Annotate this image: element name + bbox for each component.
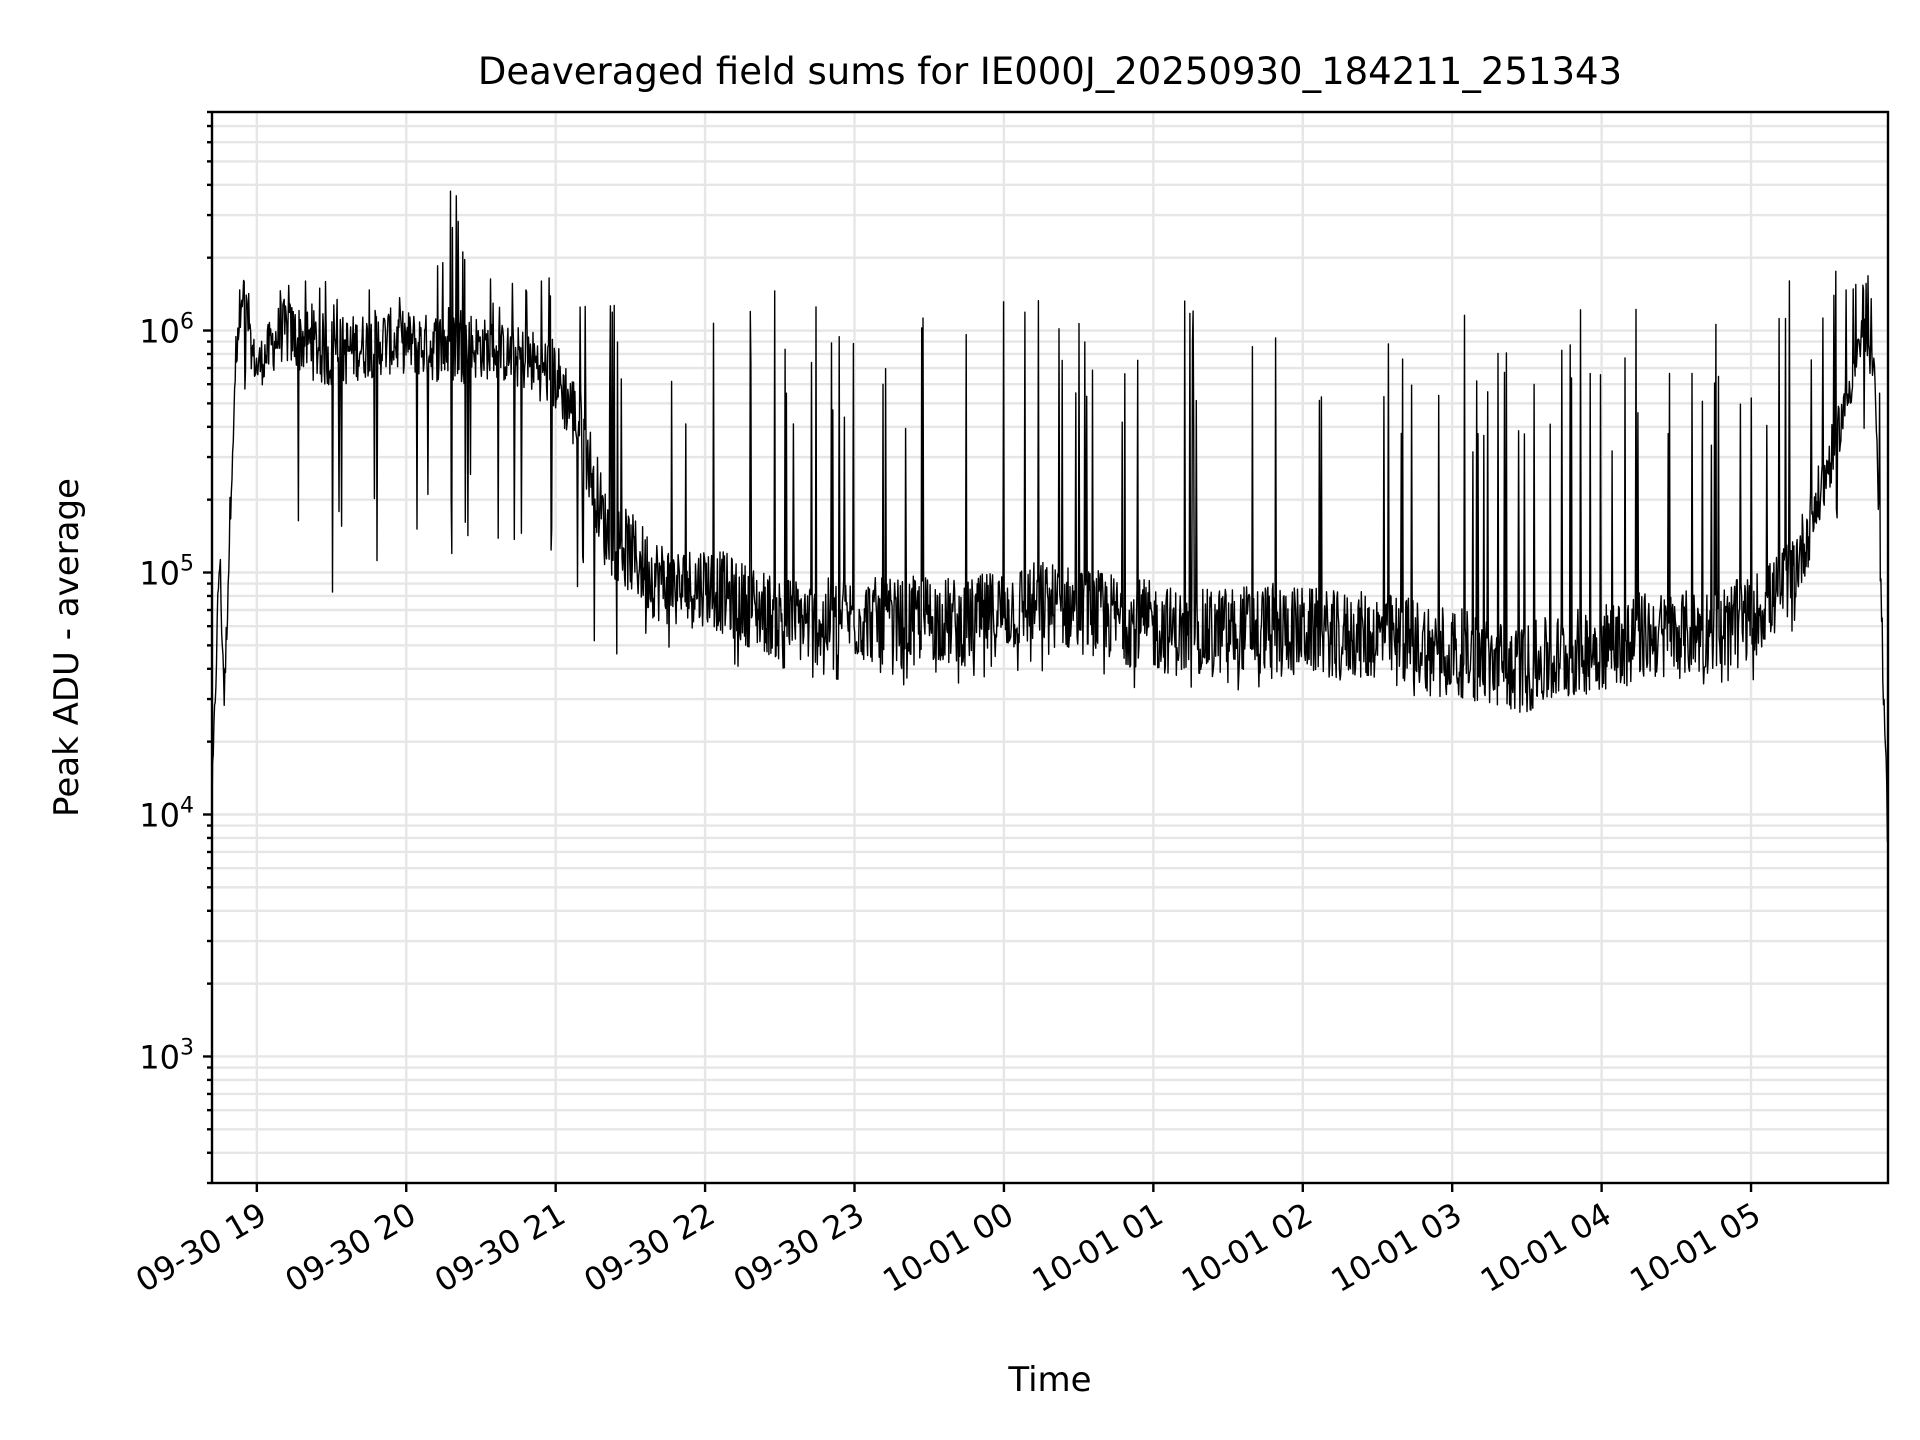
chart-title: Deaveraged field sums for IE000J_2025093… <box>478 50 1622 93</box>
y-tick-label: 103 <box>139 1035 194 1076</box>
series-line <box>211 190 1889 843</box>
x-axis-label: Time <box>1007 1360 1091 1400</box>
data-series <box>211 190 1889 843</box>
y-axis-label: Peak ADU - average <box>47 478 87 817</box>
y-tick-label: 104 <box>139 793 194 834</box>
y-tick-label: 105 <box>139 552 194 593</box>
y-tick-label: 106 <box>139 310 194 351</box>
plot-frame <box>210 110 1890 1185</box>
